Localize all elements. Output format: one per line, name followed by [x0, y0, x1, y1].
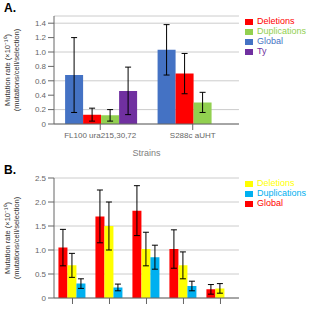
svg-text:Mutation rate (×10⁻¹⁰)(mutatio: Mutation rate (×10⁻¹⁰)(mutations/cell/se… [8, 28, 21, 111]
svg-text:0: 0 [42, 120, 47, 129]
svg-text:1.0: 1.0 [35, 48, 47, 57]
html-text:Ty: Ty [257, 46, 267, 56]
html-text:Deletions: Deletions [257, 178, 295, 188]
html-text:Duplications: Duplications [257, 26, 306, 36]
svg-text:S288c aUHT: S288c aUHT [170, 131, 216, 140]
html-text:Duplications: Duplications [257, 188, 306, 198]
html-text:A.: A. [4, 1, 16, 15]
svg-text:Mutation rate (×10⁻¹⁰)(mutatio: Mutation rate (×10⁻¹⁰)(mutations/cell/se… [8, 196, 21, 279]
svg-text:1.0: 1.0 [35, 246, 47, 255]
svg-text:Strains: Strains [132, 148, 161, 158]
svg-text:1.2: 1.2 [35, 33, 47, 42]
html-text:Global: Global [257, 198, 283, 208]
svg-text:FL100 ura215,30,72: FL100 ura215,30,72 [64, 131, 137, 140]
svg-text:2.5: 2.5 [35, 174, 47, 183]
html-text:Global: Global [257, 36, 283, 46]
svg-text:0.6: 0.6 [35, 77, 47, 86]
svg-text:0: 0 [42, 294, 47, 303]
svg-text:0.4: 0.4 [35, 91, 47, 100]
html-text:Deletions: Deletions [257, 16, 295, 26]
svg-text:1.5: 1.5 [35, 222, 47, 231]
svg-text:0.5: 0.5 [35, 270, 47, 279]
html-text:B.: B. [4, 163, 16, 177]
svg-text:1.4: 1.4 [35, 19, 47, 28]
svg-text:0.2: 0.2 [35, 105, 47, 114]
svg-text:2.0: 2.0 [35, 198, 47, 207]
svg-text:0.8: 0.8 [35, 62, 47, 71]
